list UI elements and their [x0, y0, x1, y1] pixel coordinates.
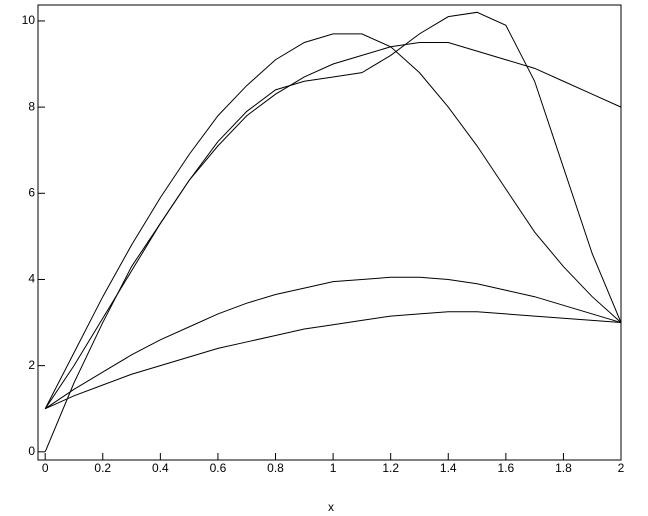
plot-frame: [37, 4, 622, 461]
x-tick-label: 0.2: [94, 461, 111, 475]
curve: [44, 11, 622, 410]
y-tick-label: 8: [28, 99, 35, 113]
x-axis-label: x: [328, 500, 334, 514]
x-tick-label: 1.4: [440, 461, 457, 475]
x-tick-label: 0.8: [267, 461, 284, 475]
curve: [44, 311, 622, 410]
curve: [44, 276, 622, 410]
y-tick-label: 10: [22, 13, 36, 27]
x-tick-label: 1.2: [382, 461, 399, 475]
x-tick-label: 2: [618, 461, 625, 475]
y-tick-label: 4: [28, 272, 35, 286]
y-tick-label: 6: [28, 185, 35, 199]
x-tick-label: 1: [330, 461, 337, 475]
x-tick-label: 1.6: [497, 461, 514, 475]
x-tick-label: 1.8: [555, 461, 572, 475]
curve: [44, 33, 622, 409]
y-tick-label: 0: [28, 444, 35, 458]
x-tick-label: 0.6: [210, 461, 227, 475]
curve: [44, 41, 622, 453]
y-tick-label: 2: [28, 358, 35, 372]
x-tick-label: 0.4: [152, 461, 169, 475]
x-tick-label: 0: [42, 461, 49, 475]
